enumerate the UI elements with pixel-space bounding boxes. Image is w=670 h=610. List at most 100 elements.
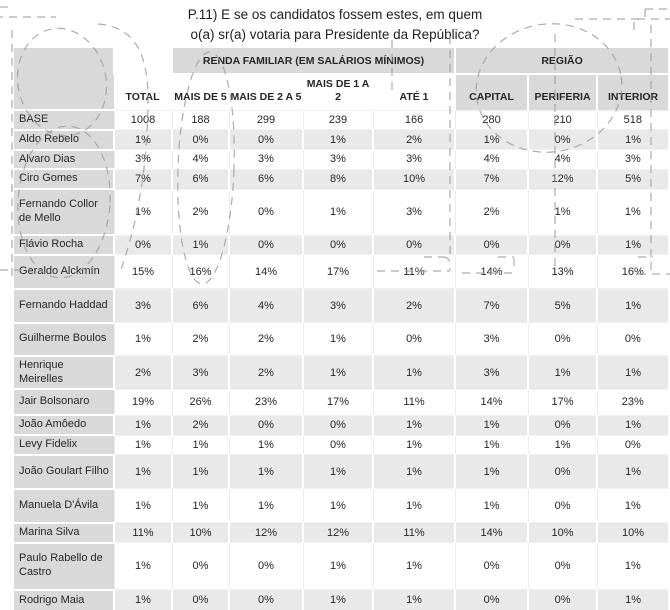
candidate-name-cell: Marina Silva	[14, 521, 114, 543]
value-cell: 14%	[454, 522, 529, 543]
value-cell: 10%	[596, 522, 669, 543]
value-cell: 0%	[596, 434, 669, 455]
value-cell: 0%	[228, 414, 303, 435]
value-cell: 1%	[302, 454, 373, 489]
table-row: Manuela D'Ávila 1% 1% 1% 1% 1% 1% 0% 1%	[14, 487, 669, 523]
value-cell: 1%	[596, 488, 669, 523]
value-cell: 4%	[454, 149, 529, 170]
value-cell: 10%	[171, 522, 229, 543]
value-cell: 7%	[113, 168, 172, 189]
value-cell: 0%	[371, 234, 456, 255]
value-cell: 4%	[228, 288, 303, 323]
value-cell: 0%	[454, 234, 529, 255]
value-cell: 6%	[171, 288, 229, 323]
value-cell: 14%	[454, 388, 529, 416]
value-cell: 3%	[454, 322, 529, 356]
value-cell: 0%	[527, 234, 598, 255]
value-cell: 1%	[302, 542, 373, 590]
value-cell: 518	[596, 109, 669, 130]
value-cell: 4%	[171, 149, 229, 170]
value-cell: 2%	[371, 288, 456, 323]
table-row: Jair Bolsonaro 19% 26% 23% 17% 11% 14% 17% 23%	[14, 388, 669, 416]
column-header-mais-de-5: MAIS DE 5	[171, 73, 229, 110]
candidate-name-cell: Flávio Rocha	[14, 234, 114, 255]
candidate-name-cell: Levy Fidelix	[14, 434, 114, 455]
value-cell: 299	[228, 109, 303, 130]
value-cell: 1%	[302, 355, 373, 390]
value-cell: 1%	[371, 414, 456, 435]
candidate-name-cell: Ciro Gomes	[14, 168, 114, 189]
value-cell: 0%	[228, 234, 303, 255]
value-cell: 239	[302, 109, 373, 130]
table-row: Levy Fidelix 1% 1% 1% 0% 1% 1% 1% 0%	[14, 434, 669, 455]
value-cell: 3%	[113, 149, 172, 170]
table-row: João Goulart Filho 1% 1% 1% 1% 1% 1% 0% 1%	[14, 453, 669, 489]
value-cell: 0%	[527, 454, 598, 489]
table-row: Henrique Meirelles 2% 3% 2% 1% 1% 3% 1% 1%	[14, 354, 669, 390]
value-cell: 23%	[228, 388, 303, 416]
group-header-regiao: REGIÃO	[454, 48, 669, 74]
candidate-name-cell: Jair Bolsonaro	[14, 388, 114, 416]
candidate-name-cell: Aldo Rebelo	[14, 128, 114, 150]
question-title-line2: o(a) sr(a) votaria para Presidente da Re…	[190, 26, 480, 42]
value-cell: 0%	[113, 234, 172, 255]
value-cell: 7%	[454, 168, 529, 189]
candidate-name-cell: Alvaro Dias	[14, 148, 114, 170]
value-cell: 1%	[171, 434, 229, 455]
table-body: BASE 1008 188 299 239 166 280 210 518 Aldo Rebelo…	[14, 109, 669, 610]
table-row: Fernando Haddad 3% 6% 4% 3% 2% 7% 5% 1%	[14, 287, 669, 323]
value-cell: 10%	[527, 522, 598, 543]
value-cell: 0%	[302, 414, 373, 435]
value-cell: 1%	[113, 414, 172, 435]
question-title: P.11) E se os candidatos fossem estes, e…	[0, 5, 670, 44]
candidate-name-cell: Guilherme Boulos	[14, 321, 114, 356]
value-cell: 1%	[596, 542, 669, 590]
value-cell: 5%	[527, 288, 598, 323]
value-cell: 0%	[228, 589, 303, 610]
value-cell: 1%	[596, 414, 669, 435]
table-row: Aldo Rebelo 1% 0% 0% 1% 2% 1% 0% 1%	[14, 128, 669, 150]
value-cell: 3%	[372, 149, 456, 170]
value-cell: 14%	[228, 254, 303, 289]
value-cell: 0%	[228, 542, 303, 590]
value-cell: 1%	[113, 454, 172, 489]
candidate-name-cell: João Goulart Filho	[14, 453, 114, 489]
value-cell: 23%	[596, 388, 669, 416]
value-cell: 0%	[454, 542, 529, 590]
value-cell: 1%	[372, 488, 456, 523]
candidate-name-cell: Fernando Haddad	[14, 287, 114, 323]
value-cell: 0%	[527, 488, 598, 523]
value-cell: 6%	[171, 168, 229, 189]
value-cell: 0%	[527, 589, 598, 610]
value-cell: 1%	[596, 288, 669, 323]
value-cell: 3%	[228, 149, 303, 170]
value-cell: 1%	[113, 589, 172, 610]
value-cell: 1%	[454, 488, 529, 523]
value-cell: 0%	[171, 129, 229, 150]
column-header-periferia: PERIFERIA	[527, 73, 598, 110]
candidate-name-cell: Geraldo Alckmín	[14, 253, 114, 289]
candidate-name-cell: Rodrigo Maia	[14, 588, 114, 610]
column-header-ate-1: ATÉ 1	[371, 73, 456, 110]
value-cell: 1%	[372, 434, 456, 455]
candidate-name-cell: BASE	[14, 109, 114, 130]
value-cell: 210	[527, 109, 598, 130]
question-title-line1: P.11) E se os candidatos fossem estes, e…	[187, 7, 483, 22]
value-cell: 2%	[171, 322, 229, 356]
table-row: Paulo Rabello de Castro 1% 0% 0% 1% 1% 0% 0% 1%	[14, 541, 669, 590]
value-cell: 1%	[171, 454, 229, 489]
value-cell: 16%	[171, 254, 229, 289]
value-cell: 12%	[527, 168, 598, 189]
table-row: BASE 1008 188 299 239 166 280 210 518	[14, 109, 669, 130]
value-cell: 1%	[596, 129, 669, 150]
table-row: João Amôedo 1% 2% 0% 0% 1% 1% 0% 1%	[14, 414, 669, 435]
value-cell: 3%	[372, 188, 456, 235]
value-cell: 12%	[228, 522, 303, 543]
value-cell: 17%	[302, 388, 373, 416]
table-row: Geraldo Alckmín 15% 16% 14% 17% 11% 14% 13% 16%	[14, 253, 669, 289]
candidate-name-cell: Manuela D'Ávila	[14, 487, 114, 523]
value-cell: 0%	[527, 414, 598, 435]
value-cell: 17%	[527, 388, 598, 416]
value-cell: 1%	[113, 322, 172, 356]
column-header-interior: INTERIOR	[596, 73, 669, 110]
